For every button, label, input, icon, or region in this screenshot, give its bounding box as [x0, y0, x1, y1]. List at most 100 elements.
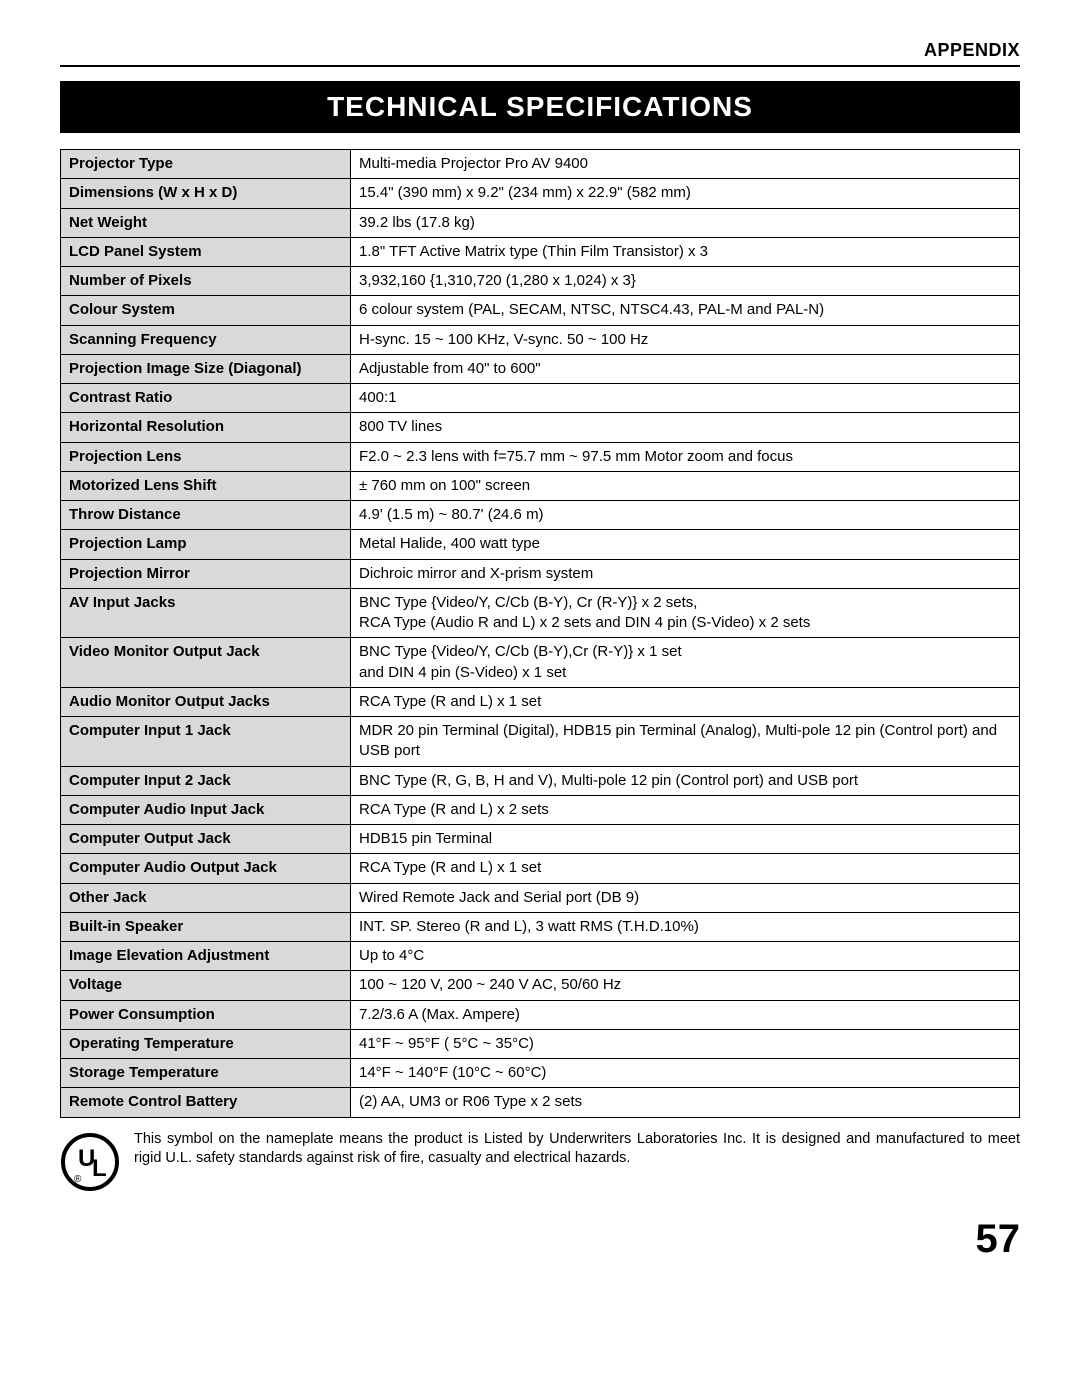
spec-label: Built-in Speaker [61, 912, 351, 941]
svg-text:®: ® [74, 1174, 82, 1185]
spec-label: Image Elevation Adjustment [61, 942, 351, 971]
spec-label: Storage Temperature [61, 1059, 351, 1088]
spec-label: Projection Mirror [61, 559, 351, 588]
spec-label: Projection Image Size (Diagonal) [61, 354, 351, 383]
table-row: Dimensions (W x H x D)15.4" (390 mm) x 9… [61, 179, 1020, 208]
table-row: Voltage100 ~ 120 V, 200 ~ 240 V AC, 50/6… [61, 971, 1020, 1000]
spec-label: Horizontal Resolution [61, 413, 351, 442]
table-row: Contrast Ratio400:1 [61, 384, 1020, 413]
spec-label: LCD Panel System [61, 237, 351, 266]
table-row: Computer Output JackHDB15 pin Terminal [61, 825, 1020, 854]
table-row: Computer Audio Output JackRCA Type (R an… [61, 854, 1020, 883]
spec-label: Video Monitor Output Jack [61, 638, 351, 688]
footer-text: This symbol on the nameplate means the p… [134, 1130, 1020, 1169]
spec-label: Power Consumption [61, 1000, 351, 1029]
table-row: Projection MirrorDichroic mirror and X-p… [61, 559, 1020, 588]
spec-value: 15.4" (390 mm) x 9.2" (234 mm) x 22.9" (… [351, 179, 1020, 208]
table-row: Operating Temperature41°F ~ 95°F ( 5°C ~… [61, 1029, 1020, 1058]
spec-value: 14°F ~ 140°F (10°C ~ 60°C) [351, 1059, 1020, 1088]
spec-label: Voltage [61, 971, 351, 1000]
spec-label: Projection Lamp [61, 530, 351, 559]
spec-label: Computer Input 1 Jack [61, 717, 351, 767]
table-row: Computer Input 1 JackMDR 20 pin Terminal… [61, 717, 1020, 767]
spec-label: Operating Temperature [61, 1029, 351, 1058]
page-number: 57 [60, 1217, 1020, 1262]
spec-label: Colour System [61, 296, 351, 325]
spec-label: Projector Type [61, 150, 351, 179]
table-row: Remote Control Battery(2) AA, UM3 or R06… [61, 1088, 1020, 1117]
spec-value: 7.2/3.6 A (Max. Ampere) [351, 1000, 1020, 1029]
spec-value: HDB15 pin Terminal [351, 825, 1020, 854]
table-row: Projector TypeMulti-media Projector Pro … [61, 150, 1020, 179]
spec-label: Motorized Lens Shift [61, 471, 351, 500]
section-label: APPENDIX [60, 40, 1020, 61]
table-row: Motorized Lens Shift± 760 mm on 100" scr… [61, 471, 1020, 500]
spec-label: Dimensions (W x H x D) [61, 179, 351, 208]
spec-label: AV Input Jacks [61, 588, 351, 638]
table-row: AV Input JacksBNC Type {Video/Y, C/Cb (B… [61, 588, 1020, 638]
spec-value: 400:1 [351, 384, 1020, 413]
ul-logo-icon: U L ® [60, 1132, 120, 1197]
spec-value: 6 colour system (PAL, SECAM, NTSC, NTSC4… [351, 296, 1020, 325]
table-row: Computer Audio Input JackRCA Type (R and… [61, 795, 1020, 824]
table-row: Video Monitor Output JackBNC Type {Video… [61, 638, 1020, 688]
spec-value: BNC Type (R, G, B, H and V), Multi-pole … [351, 766, 1020, 795]
spec-value: F2.0 ~ 2.3 lens with f=75.7 mm ~ 97.5 mm… [351, 442, 1020, 471]
table-row: Other JackWired Remote Jack and Serial p… [61, 883, 1020, 912]
spec-value: H-sync. 15 ~ 100 KHz, V-sync. 50 ~ 100 H… [351, 325, 1020, 354]
spec-label: Computer Audio Input Jack [61, 795, 351, 824]
spec-label: Remote Control Battery [61, 1088, 351, 1117]
spec-value: 39.2 lbs (17.8 kg) [351, 208, 1020, 237]
table-row: Projection LampMetal Halide, 400 watt ty… [61, 530, 1020, 559]
spec-value: Wired Remote Jack and Serial port (DB 9) [351, 883, 1020, 912]
spec-label: Computer Input 2 Jack [61, 766, 351, 795]
table-row: Colour System6 colour system (PAL, SECAM… [61, 296, 1020, 325]
spec-table: Projector TypeMulti-media Projector Pro … [60, 149, 1020, 1118]
spec-label: Net Weight [61, 208, 351, 237]
spec-label: Other Jack [61, 883, 351, 912]
spec-label: Contrast Ratio [61, 384, 351, 413]
table-row: Power Consumption7.2/3.6 A (Max. Ampere) [61, 1000, 1020, 1029]
table-row: Horizontal Resolution800 TV lines [61, 413, 1020, 442]
spec-value: 800 TV lines [351, 413, 1020, 442]
spec-value: 1.8" TFT Active Matrix type (Thin Film T… [351, 237, 1020, 266]
spec-value: 3,932,160 {1,310,720 (1,280 x 1,024) x 3… [351, 267, 1020, 296]
spec-label: Projection Lens [61, 442, 351, 471]
table-row: Net Weight39.2 lbs (17.8 kg) [61, 208, 1020, 237]
spec-value: (2) AA, UM3 or R06 Type x 2 sets [351, 1088, 1020, 1117]
table-row: Scanning FrequencyH-sync. 15 ~ 100 KHz, … [61, 325, 1020, 354]
table-row: Projection LensF2.0 ~ 2.3 lens with f=75… [61, 442, 1020, 471]
spec-label: Throw Distance [61, 501, 351, 530]
spec-label: Computer Output Jack [61, 825, 351, 854]
divider [60, 65, 1020, 67]
spec-value: Multi-media Projector Pro AV 9400 [351, 150, 1020, 179]
table-row: Number of Pixels3,932,160 {1,310,720 (1,… [61, 267, 1020, 296]
spec-value: RCA Type (R and L) x 1 set [351, 687, 1020, 716]
spec-value: BNC Type {Video/Y, C/Cb (B-Y),Cr (R-Y)} … [351, 638, 1020, 688]
table-row: Audio Monitor Output JacksRCA Type (R an… [61, 687, 1020, 716]
table-row: Throw Distance4.9' (1.5 m) ~ 80.7' (24.6… [61, 501, 1020, 530]
spec-value: Up to 4°C [351, 942, 1020, 971]
table-row: LCD Panel System1.8" TFT Active Matrix t… [61, 237, 1020, 266]
spec-value: RCA Type (R and L) x 1 set [351, 854, 1020, 883]
spec-value: BNC Type {Video/Y, C/Cb (B-Y), Cr (R-Y)}… [351, 588, 1020, 638]
spec-label: Computer Audio Output Jack [61, 854, 351, 883]
spec-value: ± 760 mm on 100" screen [351, 471, 1020, 500]
spec-value: Metal Halide, 400 watt type [351, 530, 1020, 559]
table-row: Projection Image Size (Diagonal)Adjustab… [61, 354, 1020, 383]
spec-value: MDR 20 pin Terminal (Digital), HDB15 pin… [351, 717, 1020, 767]
spec-value: 4.9' (1.5 m) ~ 80.7' (24.6 m) [351, 501, 1020, 530]
spec-value: RCA Type (R and L) x 2 sets [351, 795, 1020, 824]
spec-label: Audio Monitor Output Jacks [61, 687, 351, 716]
spec-value: 100 ~ 120 V, 200 ~ 240 V AC, 50/60 Hz [351, 971, 1020, 1000]
svg-text:L: L [92, 1155, 107, 1182]
spec-value: Dichroic mirror and X-prism system [351, 559, 1020, 588]
spec-value: Adjustable from 40" to 600" [351, 354, 1020, 383]
spec-label: Scanning Frequency [61, 325, 351, 354]
spec-value: INT. SP. Stereo (R and L), 3 watt RMS (T… [351, 912, 1020, 941]
spec-label: Number of Pixels [61, 267, 351, 296]
page-title: TECHNICAL SPECIFICATIONS [60, 81, 1020, 133]
spec-value: 41°F ~ 95°F ( 5°C ~ 35°C) [351, 1029, 1020, 1058]
table-row: Image Elevation AdjustmentUp to 4°C [61, 942, 1020, 971]
table-row: Built-in SpeakerINT. SP. Stereo (R and L… [61, 912, 1020, 941]
